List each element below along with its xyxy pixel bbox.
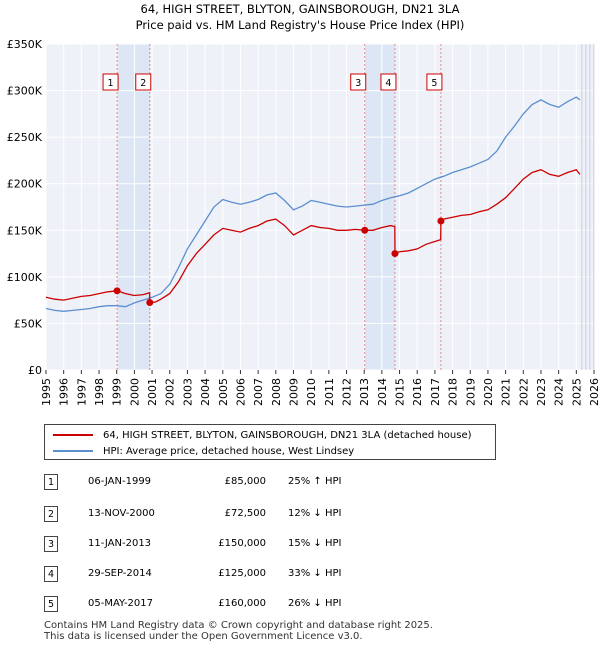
x-tick-label: 2024	[553, 378, 566, 406]
x-tick-label: 2014	[376, 378, 389, 406]
x-tick-label: 2013	[358, 378, 371, 406]
sale-number-label: 2	[140, 78, 146, 89]
sale-number-badge: 1	[44, 474, 58, 490]
sale-date: 06-JAN-1999	[88, 476, 152, 487]
sale-number-box	[350, 73, 367, 91]
x-tick-label: 1996	[58, 378, 71, 406]
sale-point	[437, 217, 445, 225]
x-tick-label: 2003	[181, 378, 194, 406]
sale-price: £85,000	[224, 476, 266, 487]
sale-number-box	[426, 73, 443, 91]
chart-title: 64, HIGH STREET, BLYTON, GAINSBOROUGH, D…	[141, 2, 460, 16]
x-tick-label: 1998	[93, 378, 106, 406]
x-tick-label: 1999	[111, 378, 124, 406]
x-tick-label: 2007	[252, 378, 265, 406]
sale-number-box	[102, 73, 119, 91]
sale-number-badge: 3	[44, 536, 58, 552]
x-tick-label: 2011	[323, 378, 336, 406]
sale-number-label: 3	[355, 78, 361, 89]
sale-date: 11-JAN-2013	[88, 538, 152, 549]
sale-price: £72,500	[224, 508, 266, 519]
x-tick-label: 2023	[535, 378, 548, 406]
sale-point	[361, 226, 369, 234]
y-tick-label: £0	[28, 364, 42, 377]
sale-row: 4 29-SEP-2014 £125,000 33% ↓ HPI	[0, 564, 600, 586]
x-tick-label: 2005	[217, 378, 230, 406]
sale-number-badge: 2	[44, 506, 58, 522]
sale-number-label: 1	[108, 78, 114, 89]
y-tick-label: £350K	[7, 38, 43, 51]
legend-entry-property: 64, HIGH STREET, BLYTON, GAINSBOROUGH, D…	[53, 427, 472, 443]
sale-price: £160,000	[218, 598, 266, 609]
sale-date: 13-NOV-2000	[88, 508, 155, 519]
sale-hpi-comparison: 15% ↓ HPI	[288, 538, 342, 549]
y-tick-label: £200K	[7, 178, 43, 191]
x-tick-label: 2016	[411, 378, 424, 406]
sale-hpi-comparison: 33% ↓ HPI	[288, 568, 342, 579]
y-tick-label: £250K	[7, 131, 43, 144]
sale-row: 2 13-NOV-2000 £72,500 12% ↓ HPI	[0, 504, 600, 526]
legend-swatch-hpi	[53, 450, 93, 452]
sale-price: £150,000	[218, 538, 266, 549]
y-tick-label: £50K	[14, 317, 43, 330]
sale-hpi-comparison: 26% ↓ HPI	[288, 598, 342, 609]
sale-period-band	[364, 44, 395, 370]
sale-point	[113, 287, 121, 295]
price-chart: 64, HIGH STREET, BLYTON, GAINSBOROUGH, D…	[7, 2, 600, 406]
x-tick-label: 2006	[234, 378, 247, 406]
x-tick-label: 2012	[341, 378, 354, 406]
x-tick-label: 2008	[270, 378, 283, 406]
hpi-line	[45, 96, 581, 312]
sale-price: £125,000	[218, 568, 266, 579]
x-tick-label: 2002	[164, 378, 177, 406]
sale-hpi-comparison: 12% ↓ HPI	[288, 508, 342, 519]
sale-point	[146, 298, 154, 306]
sale-row: 5 05-MAY-2017 £160,000 26% ↓ HPI	[0, 594, 600, 616]
sale-point	[391, 250, 399, 258]
sale-number-label: 4	[385, 78, 391, 89]
footer-attribution: Contains HM Land Registry data © Crown c…	[44, 620, 433, 642]
chart-subtitle: Price paid vs. HM Land Registry's House …	[136, 18, 465, 32]
sale-number-badge: 4	[44, 566, 58, 582]
sale-number-badge: 5	[44, 596, 58, 612]
property-price-line	[45, 168, 581, 304]
x-tick-label: 2017	[429, 378, 442, 406]
legend-label-hpi: HPI: Average price, detached house, West…	[103, 445, 355, 457]
x-tick-label: 2009	[287, 378, 300, 406]
x-tick-label: 2022	[517, 378, 530, 406]
sale-date: 05-MAY-2017	[88, 598, 154, 609]
footer-copyright: Contains HM Land Registry data © Crown c…	[44, 620, 433, 631]
x-tick-label: 2025	[570, 378, 583, 406]
sale-row: 3 11-JAN-2013 £150,000 15% ↓ HPI	[0, 534, 600, 556]
sale-date: 29-SEP-2014	[88, 568, 152, 579]
x-tick-label: 2018	[447, 378, 460, 406]
legend-swatch-property	[53, 434, 93, 436]
legend-label-property: 64, HIGH STREET, BLYTON, GAINSBOROUGH, D…	[103, 429, 472, 441]
legend: 64, HIGH STREET, BLYTON, GAINSBOROUGH, D…	[44, 424, 496, 460]
legend-entry-hpi: HPI: Average price, detached house, West…	[53, 443, 354, 459]
x-tick-label: 2010	[305, 378, 318, 406]
footer-licence: This data is licensed under the Open Gov…	[44, 631, 363, 642]
x-tick-label: 2000	[128, 378, 141, 406]
x-tick-label: 2004	[199, 378, 212, 406]
sale-number-box	[135, 73, 152, 91]
y-tick-label: £300K	[7, 85, 43, 98]
x-tick-label: 2019	[464, 378, 477, 406]
sale-number-label: 5	[431, 78, 437, 89]
x-tick-label: 2001	[146, 378, 159, 406]
x-tick-label: 1997	[75, 378, 88, 406]
sale-period-band	[117, 44, 150, 370]
x-tick-label: 2020	[482, 378, 495, 406]
x-tick-label: 2021	[500, 378, 513, 406]
x-tick-label: 1995	[40, 378, 53, 406]
sale-row: 1 06-JAN-1999 £85,000 25% ↑ HPI	[0, 472, 600, 494]
y-tick-label: £150K	[7, 224, 43, 237]
x-tick-label: 2026	[588, 378, 600, 406]
y-tick-label: £100K	[7, 271, 43, 284]
sale-number-box	[380, 73, 397, 91]
x-tick-label: 2015	[394, 378, 407, 406]
sale-hpi-comparison: 25% ↑ HPI	[288, 476, 342, 487]
